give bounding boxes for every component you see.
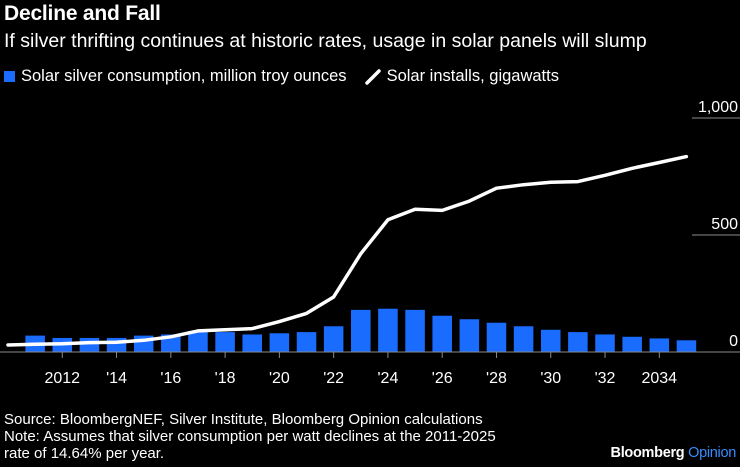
brand-part-1: Bloomberg	[610, 445, 685, 461]
bar	[351, 309, 371, 352]
footer: Source: BloombergNEF, Silver Institute, …	[4, 411, 496, 462]
legend-label-installs: Solar installs, gigawatts	[386, 67, 559, 85]
legend-item-silver: Solar silver consumption, million troy o…	[4, 67, 347, 86]
note-line-1: Note: Assumes that silver consumption pe…	[4, 428, 496, 445]
x-tick-label: '24	[377, 370, 398, 387]
x-tick-label: '32	[595, 370, 616, 387]
bar	[540, 329, 561, 352]
bar	[595, 334, 615, 352]
brand-logo: Bloomberg Opinion	[610, 445, 737, 461]
x-tick-label: 2034	[641, 370, 677, 387]
bar	[242, 334, 263, 352]
source-text: Source: BloombergNEF, Silver Institute, …	[4, 411, 483, 428]
bar	[269, 333, 290, 352]
bar	[405, 309, 425, 352]
x-tick-label: '22	[323, 370, 344, 387]
y-tick-label: 0	[729, 333, 738, 350]
bar	[568, 332, 588, 352]
x-tick-label: '14	[106, 370, 127, 387]
chart-subtitle: If silver thrifting continues at histori…	[4, 30, 647, 52]
x-tick-label: '26	[432, 370, 453, 387]
bar	[215, 332, 235, 352]
x-tick-label: 2012	[44, 370, 80, 387]
bar	[622, 336, 642, 352]
installs-line	[6, 154, 689, 347]
chart-title: Decline and Fall	[4, 2, 161, 25]
bar	[676, 340, 697, 352]
bar	[188, 330, 208, 352]
legend-line-swatch	[364, 68, 381, 85]
x-tick-label: '28	[486, 370, 507, 387]
x-tick-label: '30	[540, 370, 561, 387]
bar	[486, 322, 507, 352]
legend-item-installs: Solar installs, gigawatts	[364, 67, 559, 86]
legend: Solar silver consumption, million troy o…	[4, 67, 577, 86]
legend-bar-swatch	[4, 71, 15, 82]
brand-part-2: Opinion	[688, 445, 736, 461]
bar	[432, 315, 452, 352]
bar	[459, 319, 480, 352]
note-line-2: rate of 14.64% per year.	[4, 445, 165, 462]
x-tick-label: '18	[215, 370, 236, 387]
legend-label-silver: Solar silver consumption, million troy o…	[21, 67, 347, 85]
bar	[378, 308, 398, 352]
bar	[323, 326, 344, 352]
y-tick-label: 500	[711, 216, 738, 233]
x-tick-label: '16	[160, 370, 181, 387]
bar	[513, 326, 534, 352]
y-tick-label: 1,000	[698, 99, 738, 116]
x-tick-label: '20	[269, 370, 290, 387]
bar	[649, 338, 670, 352]
bar	[296, 332, 317, 352]
bar	[79, 337, 100, 352]
